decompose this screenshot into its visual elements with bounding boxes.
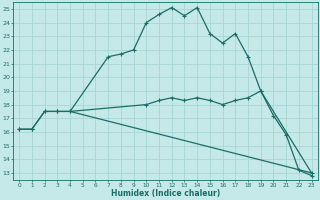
X-axis label: Humidex (Indice chaleur): Humidex (Indice chaleur) [111,189,220,198]
